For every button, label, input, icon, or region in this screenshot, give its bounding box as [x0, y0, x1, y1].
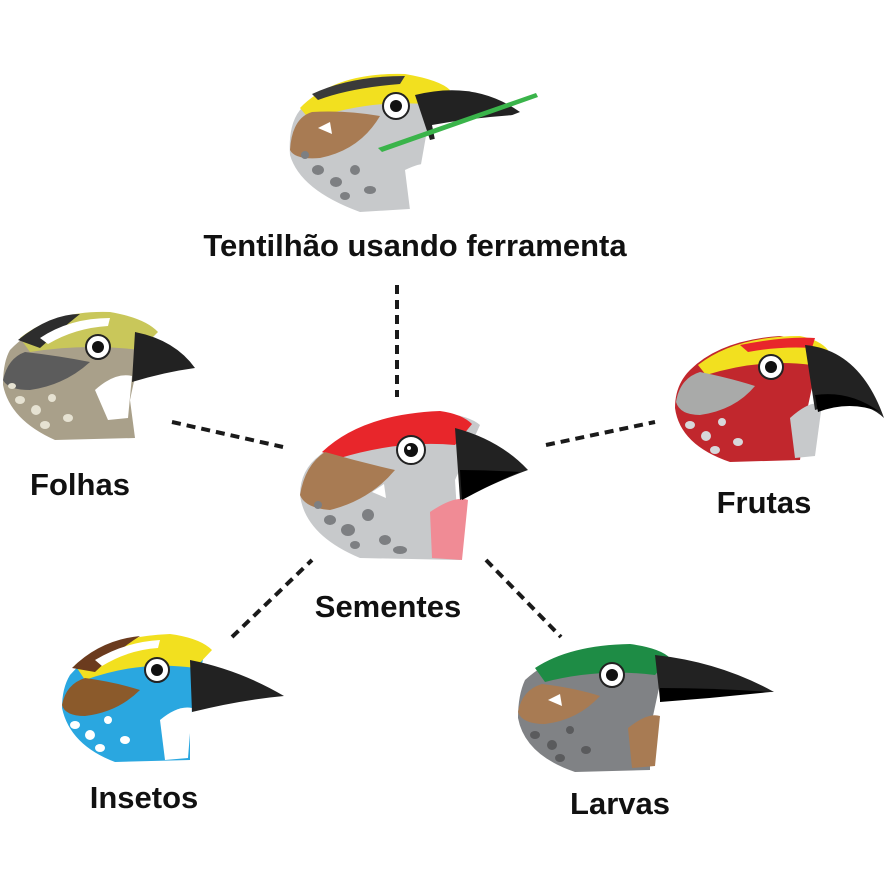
- finch-fruit-icon: [675, 336, 884, 462]
- finch-insects-icon: [62, 634, 284, 762]
- finch-leaves-icon: [3, 311, 195, 440]
- label-bottom-left: Insetos: [90, 780, 199, 815]
- connector-right: [545, 420, 656, 447]
- label-right: Frutas: [717, 485, 812, 520]
- label-top: Tentilhão usando ferramenta: [203, 228, 627, 263]
- connectors: [171, 285, 656, 639]
- connector-bottom-left: [230, 558, 314, 639]
- finch-seeds-icon: [300, 411, 528, 560]
- finch-tool-icon: [289, 73, 538, 212]
- finch-larvae-icon: [518, 644, 774, 772]
- label-center: Sementes: [315, 589, 461, 624]
- connector-bottom-right: [484, 558, 563, 639]
- connector-left: [171, 420, 284, 449]
- label-bottom-right: Larvas: [570, 786, 670, 821]
- label-left: Folhas: [30, 467, 130, 502]
